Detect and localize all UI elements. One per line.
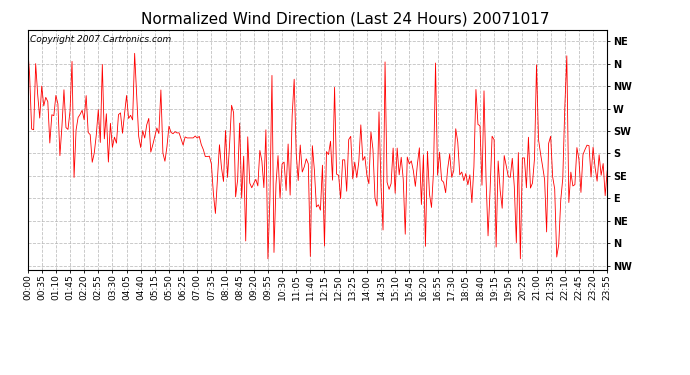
- Text: Normalized Wind Direction (Last 24 Hours) 20071017: Normalized Wind Direction (Last 24 Hours…: [141, 11, 549, 26]
- Text: Copyright 2007 Cartronics.com: Copyright 2007 Cartronics.com: [30, 35, 172, 44]
